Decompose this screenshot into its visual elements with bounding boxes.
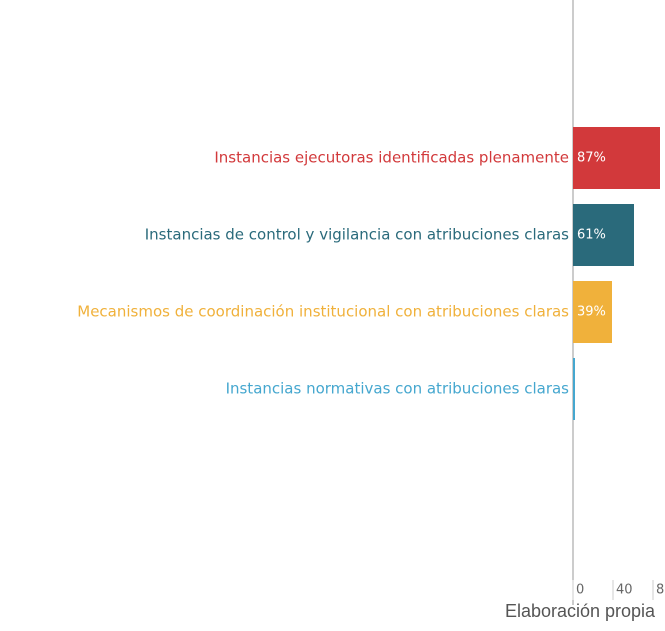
- category-label: Mecanismos de coordinación institucional…: [77, 303, 569, 321]
- bar: [573, 358, 575, 420]
- category-label: Instancias ejecutoras identificadas plen…: [214, 149, 569, 167]
- category-label: Instancias de control y vigilancia con a…: [145, 226, 569, 244]
- x-tick-label: 80: [656, 583, 665, 598]
- bar: [573, 281, 612, 343]
- value-label: 39%: [577, 305, 606, 320]
- bar: [573, 127, 660, 189]
- source-note: Elaboración propia: [505, 601, 656, 621]
- category-label: Instancias normativas con atribuciones c…: [226, 380, 570, 398]
- bar: [573, 204, 634, 266]
- x-tick-label: 40: [616, 583, 633, 598]
- value-label: 61%: [577, 228, 606, 243]
- value-label: 87%: [577, 151, 606, 166]
- x-tick-label: 0: [576, 583, 584, 598]
